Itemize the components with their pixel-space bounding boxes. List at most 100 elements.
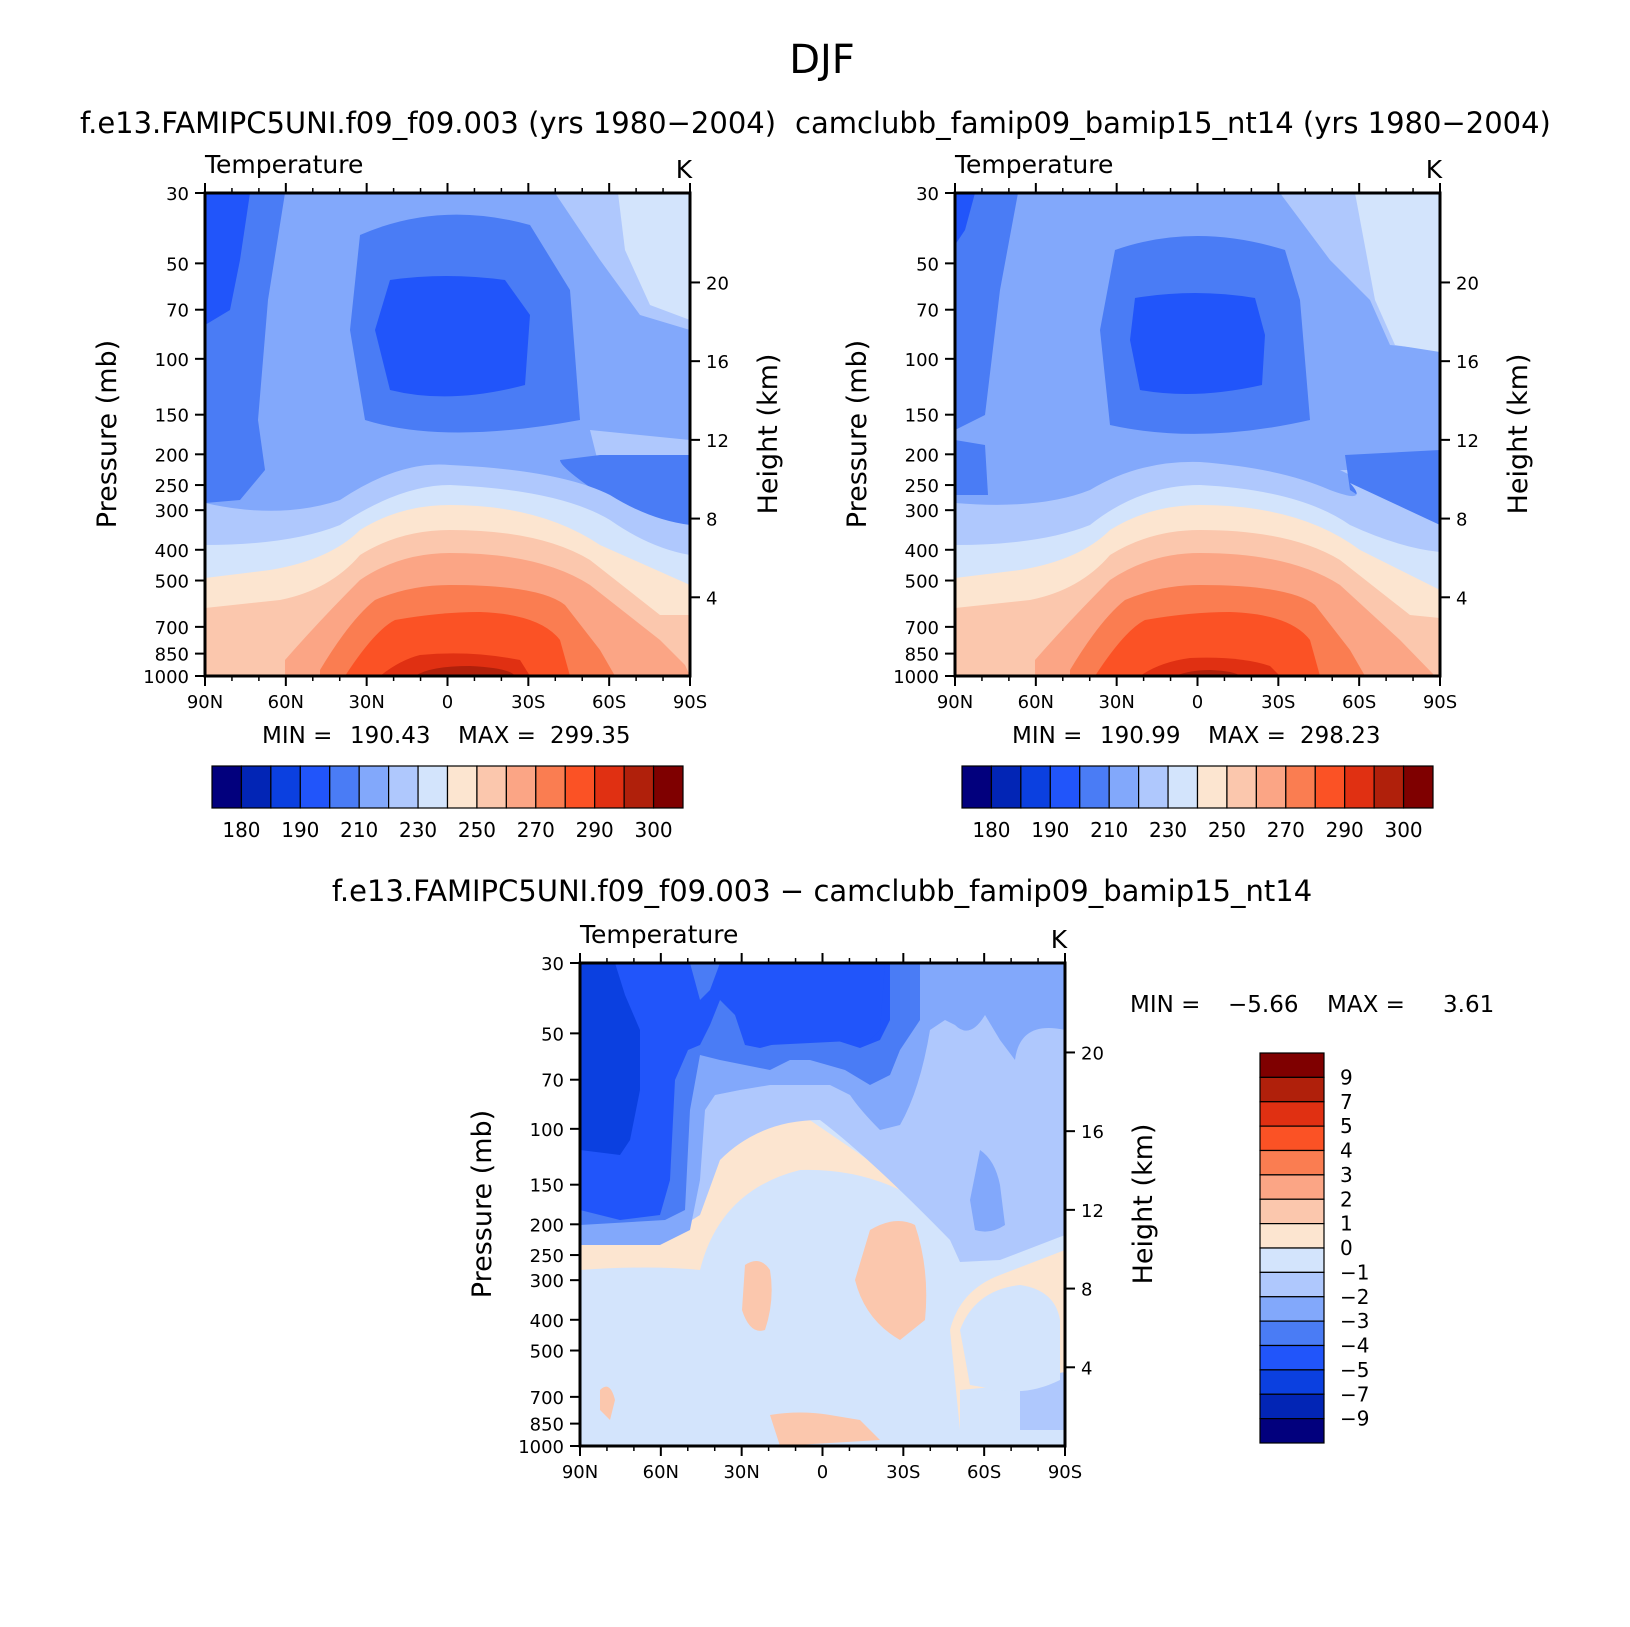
colorbar-swatch — [1226, 765, 1257, 809]
pressure-tick-label-diff: 500 — [530, 1342, 564, 1363]
colorbar-swatch — [1402, 765, 1434, 809]
height-tick-label-model1: 12 — [706, 431, 729, 452]
pressure-axis-label-model2: Pressure (mb) — [842, 340, 873, 528]
pressure-tick-label-model2: 50 — [916, 254, 939, 275]
pressure-tick-label-model2: 700 — [905, 618, 939, 639]
pressure-tick-label-model2: 400 — [905, 541, 939, 562]
pressure-tick-label-model1: 100 — [155, 350, 189, 371]
height-tick-label-model2: 8 — [1456, 510, 1467, 531]
colorbar-label: 270 — [1267, 818, 1305, 842]
colorbar-swatch — [990, 765, 1022, 809]
colorbar-swatch — [1259, 1344, 1325, 1371]
colorbar-swatch — [594, 765, 625, 809]
colorbar-swatch — [1259, 1393, 1325, 1420]
colorbar-label: −7 — [1340, 1382, 1369, 1406]
height-tick-label-model2: 16 — [1456, 352, 1479, 373]
contour-level-1-diff — [600, 1221, 927, 1446]
height-tick-label-model1: 16 — [706, 352, 729, 373]
height-tick-label-diff: 16 — [1081, 1122, 1104, 1143]
colorbar-swatch — [1259, 1149, 1325, 1176]
pressure-tick-label-model2: 1000 — [893, 667, 939, 688]
height-tick-label-model2: 4 — [1456, 588, 1467, 609]
contour-level-300-model1 — [415, 666, 515, 676]
variable-label-diff: Temperature — [579, 920, 738, 949]
min-value-diff: −5.66 — [1228, 992, 1298, 1018]
pressure-tick-label-model1: 1000 — [143, 667, 189, 688]
height-axis-label-diff: Height (km) — [1128, 1124, 1159, 1285]
lat-tick-label-model2: 30S — [1261, 692, 1295, 713]
colorbar-swatch — [1020, 765, 1051, 809]
lat-tick-label-diff: 60N — [643, 1462, 679, 1483]
lat-tick-label-diff: 30S — [886, 1462, 920, 1483]
colorbar-swatch — [1196, 765, 1228, 809]
pressure-tick-label-model1: 250 — [155, 476, 189, 497]
colorbar-label: 290 — [576, 818, 614, 842]
contour-level-210-model1 — [205, 193, 530, 397]
colorbar-label: −4 — [1340, 1334, 1369, 1358]
colorbar-label: 1 — [1340, 1212, 1353, 1236]
height-tick-label-model1: 20 — [706, 273, 729, 294]
colorbar-label: 4 — [1340, 1139, 1353, 1163]
contour-field-model1 — [205, 193, 690, 676]
pressure-tick-label-model1: 30 — [166, 184, 189, 205]
lat-tick-label-model1: 30S — [511, 692, 545, 713]
colorbar-swatch — [417, 765, 449, 809]
pressure-tick-label-model1: 200 — [155, 445, 189, 466]
colorbar-swatch — [961, 765, 993, 809]
units-label-model1: K — [676, 155, 693, 184]
panel-title-model2: camclubb_famip09_bamip15_nt14 (yrs 1980−… — [795, 106, 1551, 140]
pressure-tick-label-model2: 100 — [905, 350, 939, 371]
lat-tick-label-diff: 30N — [723, 1462, 759, 1483]
colorbar-label: −3 — [1340, 1309, 1369, 1333]
units-label-diff: K — [1051, 925, 1068, 954]
colorbar-swatch — [1259, 1418, 1325, 1444]
colorbar-swatch — [652, 765, 684, 809]
max-value-diff: 3.61 — [1443, 992, 1494, 1018]
colorbar-swatch — [358, 765, 390, 809]
colorbar-label: 190 — [1031, 818, 1069, 842]
colorbar-label: −2 — [1340, 1285, 1369, 1309]
colorbar-label: 300 — [1384, 818, 1422, 842]
pressure-tick-label-diff: 300 — [530, 1271, 564, 1292]
lat-tick-label-diff: 90S — [1048, 1462, 1082, 1483]
colorbar-label: 5 — [1340, 1114, 1353, 1138]
colorbar-swatch — [1259, 1052, 1325, 1078]
pressure-tick-label-diff: 200 — [530, 1215, 564, 1236]
colorbar-label: 3 — [1340, 1163, 1353, 1187]
height-axis-label-model2: Height (km) — [1503, 354, 1534, 515]
height-tick-label-diff: 8 — [1081, 1280, 1092, 1301]
pressure-tick-label-model2: 250 — [905, 476, 939, 497]
height-tick-label-model1: 8 — [706, 510, 717, 531]
pressure-tick-label-model1: 700 — [155, 618, 189, 639]
pressure-tick-label-model2: 70 — [916, 301, 939, 322]
colorbar-label: 290 — [1326, 818, 1364, 842]
colorbar-swatch — [240, 765, 272, 809]
pressure-tick-label-model1: 850 — [155, 645, 189, 666]
colorbar-label: 180 — [222, 818, 260, 842]
colorbar-swatch — [299, 765, 331, 809]
contour-level-250-model2 — [1355, 193, 1440, 352]
min-value-model2: 190.99 — [1100, 723, 1180, 749]
colorbar-label: 9 — [1340, 1065, 1353, 1089]
contour-level-neg1-island1-diff — [720, 1324, 1065, 1446]
pressure-tick-label-model2: 850 — [905, 645, 939, 666]
height-tick-label-model1: 4 — [706, 588, 717, 609]
min-label-model2: MIN = — [1012, 723, 1082, 749]
contour-level-210-model2 — [955, 193, 1265, 394]
colorbar-label: 210 — [340, 818, 378, 842]
panel-title-diff: f.e13.FAMIPC5UNI.f09_f09.003 − camclubb_… — [332, 874, 1312, 908]
pressure-tick-label-diff: 1000 — [518, 1437, 564, 1458]
colorbar-label: 300 — [634, 818, 672, 842]
lat-tick-label-diff: 60S — [967, 1462, 1001, 1483]
colorbar-swatch — [446, 765, 478, 809]
lat-tick-label-model1: 90N — [187, 692, 223, 713]
colorbar-label: 190 — [281, 818, 319, 842]
max-value-model1: 299.35 — [550, 723, 630, 749]
lat-tick-label-model2: 60S — [1342, 692, 1376, 713]
colorbar-swatch — [388, 765, 419, 809]
pressure-tick-label-model2: 200 — [905, 445, 939, 466]
colorbar-label: 230 — [1149, 818, 1187, 842]
colorbar-label: 230 — [399, 818, 437, 842]
axis-ticks-model1: 3050701001502002503004005007008501000481… — [143, 183, 729, 713]
contour-level-neg5b-diff — [755, 963, 885, 1045]
